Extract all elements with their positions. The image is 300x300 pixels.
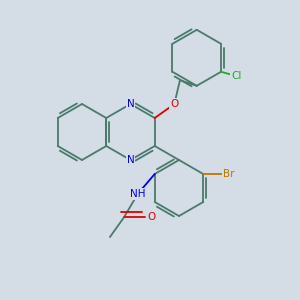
Text: NH: NH xyxy=(130,189,146,199)
Text: O: O xyxy=(170,99,178,109)
Text: N: N xyxy=(127,99,134,109)
Text: Br: Br xyxy=(223,169,234,179)
Text: Cl: Cl xyxy=(231,71,242,81)
Text: O: O xyxy=(147,212,155,222)
Text: N: N xyxy=(127,155,134,165)
